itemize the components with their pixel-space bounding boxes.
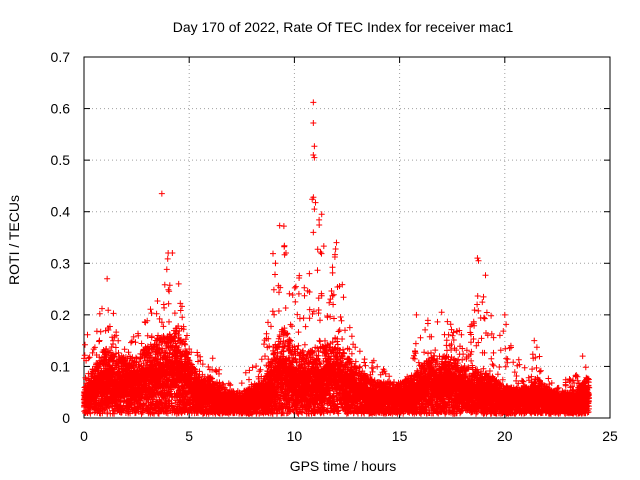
y-tick-label: 0.4 xyxy=(51,204,71,220)
data-point xyxy=(310,99,317,106)
data-point xyxy=(531,337,538,344)
data-point xyxy=(310,229,317,236)
data-point xyxy=(272,260,279,267)
y-tick-label: 0.6 xyxy=(51,101,71,117)
data-point xyxy=(104,275,111,282)
data-point xyxy=(311,206,318,213)
y-tick-label: 0.2 xyxy=(51,307,71,323)
data-point xyxy=(474,255,481,262)
y-tick-label: 0.1 xyxy=(51,358,71,374)
data-point xyxy=(311,154,318,161)
x-tick-label: 0 xyxy=(80,428,88,444)
x-axis-label: GPS time / hours xyxy=(290,458,397,474)
data-point xyxy=(579,353,586,360)
data-points xyxy=(80,99,593,417)
x-tick-label: 15 xyxy=(392,428,408,444)
data-point xyxy=(169,249,176,256)
plot-border xyxy=(83,56,611,419)
plot-frame xyxy=(83,56,611,419)
data-point xyxy=(501,311,508,318)
data-point xyxy=(158,190,165,197)
x-tick-label: 10 xyxy=(287,428,303,444)
data-point xyxy=(280,223,287,230)
x-tick-label: 25 xyxy=(602,428,618,444)
data-point xyxy=(175,280,182,287)
chart-title: Day 170 of 2022, Rate Of TEC Index for r… xyxy=(173,19,514,35)
data-point xyxy=(475,257,482,264)
tick-labels: 0 5 10 15 20 25 0 0.1 0.2 0.3 0.4 0.5 0.6 0.7 xyxy=(51,49,618,444)
y-tick-label: 0.5 xyxy=(51,152,71,168)
data-point xyxy=(310,151,317,158)
data-point xyxy=(333,239,340,246)
data-point xyxy=(438,309,445,316)
y-tick-label: 0.7 xyxy=(51,49,71,65)
y-tick-label: 0.3 xyxy=(51,255,71,271)
scatter-cloud xyxy=(80,194,593,417)
y-tick-label: 0 xyxy=(62,410,70,426)
data-point xyxy=(311,143,318,150)
data-point xyxy=(276,222,283,229)
x-tick-label: 20 xyxy=(497,428,513,444)
data-point xyxy=(282,249,289,256)
data-point xyxy=(413,311,420,318)
y-axis-label: ROTI / TECUs xyxy=(6,195,22,285)
data-point xyxy=(310,120,317,127)
x-tick-label: 5 xyxy=(185,428,193,444)
